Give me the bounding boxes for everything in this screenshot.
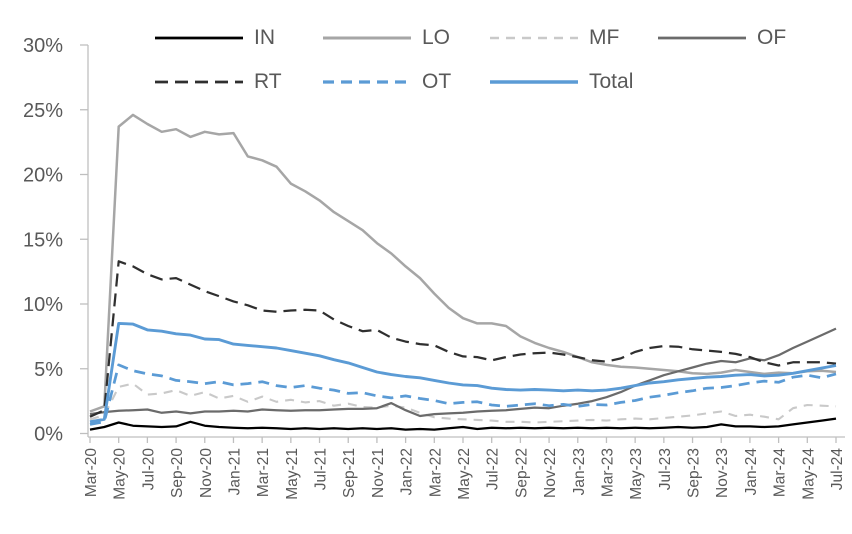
x-axis-tick-label: Jul-24 bbox=[829, 448, 846, 491]
y-axis-tick-label: 30% bbox=[23, 35, 63, 57]
x-axis-tick-label: May-22 bbox=[456, 448, 473, 500]
x-axis-tick-label: Nov-23 bbox=[714, 448, 731, 498]
legend-item-MF: MF bbox=[490, 25, 619, 51]
x-axis-tick-label: Nov-22 bbox=[542, 448, 559, 498]
x-axis-tick-label: Jan-24 bbox=[743, 448, 760, 496]
legend-label-IN: IN bbox=[254, 26, 275, 49]
y-axis-tick-label: 25% bbox=[23, 100, 63, 122]
x-axis-tick-label: Nov-20 bbox=[198, 448, 215, 498]
series-line-RT bbox=[89, 260, 837, 418]
series-line-OF bbox=[89, 327, 837, 418]
legend-swatch-OT bbox=[323, 80, 411, 84]
y-axis-tick-label: 5% bbox=[34, 359, 63, 381]
x-axis-tick-label: Mar-21 bbox=[255, 448, 272, 497]
x-axis-tick-label: Sep-21 bbox=[341, 448, 358, 498]
x-axis-tick-label: Jul-23 bbox=[657, 448, 674, 490]
x-axis-tick-label: Jul-22 bbox=[485, 448, 502, 490]
x-axis-tick-label: Jan-21 bbox=[226, 448, 243, 495]
x-axis-tick-label: Jul-20 bbox=[140, 448, 157, 491]
legend-label-LO: LO bbox=[422, 26, 451, 49]
y-axis-tick-label: 20% bbox=[23, 165, 63, 187]
x-axis-tick-label: May-20 bbox=[112, 448, 129, 500]
y-axis-tick-label: 15% bbox=[23, 229, 63, 251]
legend-label-OT: OT bbox=[422, 70, 452, 93]
legend-swatch-LO bbox=[323, 36, 411, 40]
y-axis-tick-label: 10% bbox=[23, 294, 63, 316]
legend-swatch-IN bbox=[155, 36, 243, 40]
x-axis-tick-label: Mar-24 bbox=[772, 448, 789, 497]
series-line-IN bbox=[89, 417, 837, 431]
series-line-MF bbox=[89, 382, 837, 424]
x-axis-tick-label: May-24 bbox=[800, 448, 817, 500]
series-line-OT bbox=[89, 363, 837, 426]
legend-label-RT: RT bbox=[254, 70, 282, 93]
legend-swatch-MF bbox=[490, 36, 578, 40]
x-axis-tick-label: Sep-23 bbox=[686, 448, 703, 498]
x-axis-tick-label: Mar-23 bbox=[599, 448, 616, 497]
legend-item-Total: Total bbox=[490, 69, 633, 95]
series-line-Total bbox=[89, 321, 837, 424]
legend-item-OT: OT bbox=[323, 69, 451, 95]
x-axis-tick-label: Sep-20 bbox=[169, 448, 186, 498]
legend-swatch-RT bbox=[155, 80, 243, 84]
y-axis-tick-label: 0% bbox=[34, 424, 63, 446]
x-axis-tick-label: Sep-22 bbox=[513, 448, 530, 498]
legend-item-IN: IN bbox=[155, 25, 275, 51]
legend-item-RT: RT bbox=[155, 69, 282, 95]
legend-item-LO: LO bbox=[323, 25, 450, 51]
legend-label-OF: OF bbox=[757, 26, 787, 49]
x-axis-tick-label: Jan-22 bbox=[399, 448, 416, 495]
legend-label-MF: MF bbox=[589, 26, 620, 49]
x-axis-tick-label: Jan-23 bbox=[571, 448, 588, 495]
legend-item-OF: OF bbox=[658, 25, 786, 51]
legend-swatch-Total bbox=[490, 80, 578, 84]
legend-swatch-OF bbox=[658, 36, 746, 40]
x-axis-tick-label: May-23 bbox=[628, 448, 645, 500]
x-axis-tick-label: Jul-21 bbox=[313, 448, 330, 490]
x-axis-tick-label: May-21 bbox=[284, 448, 301, 500]
x-axis-tick-label: Nov-21 bbox=[370, 448, 387, 498]
series-line-LO bbox=[89, 113, 837, 413]
x-axis-tick-label: Mar-22 bbox=[427, 448, 444, 497]
x-axis-tick-label: Mar-20 bbox=[83, 448, 100, 497]
legend-label-Total: Total bbox=[589, 70, 634, 93]
